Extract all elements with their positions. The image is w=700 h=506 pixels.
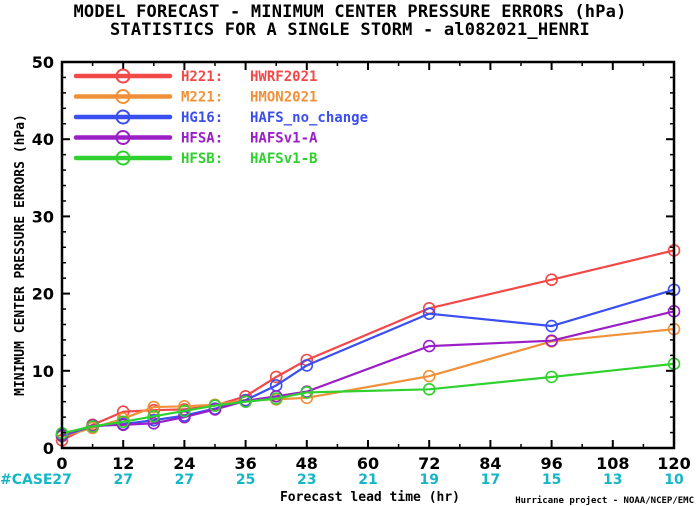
data-point	[116, 415, 130, 429]
legend-marker	[115, 109, 131, 125]
data-point	[545, 334, 558, 347]
x-tick-label: 0	[56, 454, 67, 473]
x-tick-label: 84	[479, 454, 501, 473]
legend-label: HAFS_no_change	[250, 110, 368, 126]
legend-code: M221:	[181, 90, 223, 106]
data-point	[86, 420, 99, 433]
case-count: 23	[297, 472, 316, 488]
legend-marker	[115, 89, 131, 104]
x-tick-label: 96	[540, 454, 562, 473]
case-count: 19	[419, 472, 438, 488]
legend-code: H221:	[181, 69, 223, 85]
x-tick-label: 12	[112, 454, 134, 473]
case-count: 25	[236, 472, 255, 488]
legend-label: HAFSv1-A	[250, 131, 318, 147]
case-count: 21	[358, 472, 377, 488]
y-tick-label: 0	[43, 439, 54, 458]
y-tick-label: 50	[32, 53, 54, 72]
x-tick-label: 36	[234, 454, 256, 473]
y-tick-label: 20	[32, 285, 54, 304]
chart-subtitle: STATISTICS FOR A SINGLE STORM - al082021…	[109, 20, 590, 40]
data-point	[178, 404, 191, 418]
data-point	[116, 405, 130, 419]
case-count: 15	[542, 472, 561, 488]
data-point	[208, 403, 222, 416]
x-tick-label: 120	[657, 454, 690, 473]
legend-marker	[115, 68, 131, 84]
legend-code: HFSB:	[181, 151, 223, 167]
data-point	[269, 392, 283, 405]
case-count: 10	[664, 472, 684, 488]
legend-label: HMON2021	[250, 90, 317, 106]
chart-title: MODEL FORECAST - MINIMUM CENTER PRESSURE…	[73, 2, 627, 22]
series-hafsv1-b	[55, 357, 681, 440]
y-tick-label: 30	[32, 207, 54, 226]
legend-item: HFSA: HAFSv1-A	[73, 130, 318, 147]
data-point	[208, 399, 222, 412]
x-tick-label: 24	[173, 454, 195, 473]
legend-marker	[115, 150, 131, 166]
data-point	[147, 400, 161, 414]
x-tick-label: 72	[418, 454, 440, 473]
data-point	[545, 319, 558, 333]
data-point	[116, 418, 130, 432]
legend-code: HG16:	[181, 110, 223, 126]
legend-label: HAFSv1-B	[250, 151, 317, 167]
data-point	[422, 383, 436, 396]
x-axis-label: Forecast lead time (hr)	[280, 490, 460, 505]
x-tick-label: 108	[596, 454, 629, 473]
data-point	[300, 386, 314, 399]
data-point	[422, 339, 436, 353]
case-label: #CASE	[0, 472, 53, 488]
data-point	[147, 416, 161, 430]
legend-marker	[115, 130, 131, 145]
data-point	[300, 359, 314, 372]
legend-item: H221: HWRF2021	[73, 68, 317, 85]
case-count: 27	[113, 472, 132, 488]
case-count: 27	[175, 472, 194, 488]
legend-item: HG16: HAFS_no_change	[73, 109, 368, 126]
data-point	[545, 370, 558, 384]
data-point	[147, 413, 161, 427]
legend-code: HFSA:	[181, 131, 223, 147]
data-point	[422, 307, 436, 320]
data-point	[269, 370, 283, 384]
series-line	[61, 288, 675, 437]
y-tick-label: 40	[32, 130, 54, 149]
data-point	[422, 369, 436, 383]
case-count: 27	[52, 472, 71, 488]
credit-text: Hurricane project - NOAA/NCEP/EMC	[515, 495, 694, 506]
x-tick-label: 48	[296, 454, 318, 473]
y-tick-label: 10	[32, 362, 54, 381]
case-count: 17	[481, 472, 500, 488]
data-point	[545, 273, 558, 287]
case-count: 13	[603, 472, 622, 488]
data-point	[239, 395, 252, 408]
data-point	[147, 410, 161, 423]
legend-item: M221: HMON2021	[73, 89, 317, 106]
legend-label: HWRF2021	[250, 69, 317, 85]
legend-item: HFSB: HAFSv1-B	[73, 150, 317, 167]
y-axis-label: MINIMUM CENTER PRESSURE ERRORS (hPa)	[13, 114, 28, 396]
x-tick-label: 60	[357, 454, 379, 473]
